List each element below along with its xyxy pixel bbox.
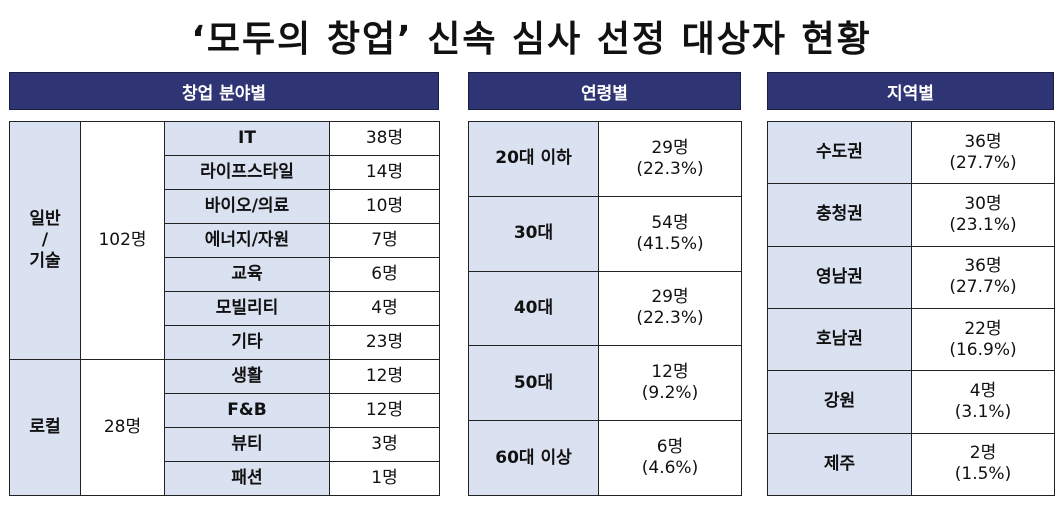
table-row: 영남권 36명 (27.7%): [767, 245, 1055, 309]
table-row: 라이프스타일 14명: [10, 155, 440, 190]
page-title: ‘모두의 창업’ 신속 심사 선정 대상자 현황: [191, 19, 872, 60]
age-value: 29명 (22.3%): [598, 121, 742, 197]
field-label: 뷰티: [164, 427, 330, 462]
field-value: 4명: [329, 291, 440, 326]
table-row: 충청권 30명 (23.1%): [767, 183, 1055, 247]
field-value: 3명: [329, 427, 440, 462]
age-value: 29명 (22.3%): [598, 270, 742, 347]
field-value: 14명: [329, 155, 440, 190]
field-table: 일반 / 기술 102명 IT 38명 라이프스타일 14명 바이오/의료 10…: [9, 121, 440, 496]
table-row: 기타 23명: [10, 325, 440, 360]
table-row: 50대 12명 (9.2%): [468, 345, 742, 422]
field-value: 7명: [329, 223, 440, 258]
age-label: 60대 이상: [468, 420, 599, 496]
region-value: 4명 (3.1%): [911, 370, 1055, 434]
field-label: IT: [164, 121, 330, 156]
table-row: 40대 29명 (22.3%): [468, 270, 742, 347]
table-row: 모빌리티 4명: [10, 291, 440, 326]
region-label: 영남권: [767, 245, 912, 309]
field-group-total: 102명: [80, 121, 165, 360]
region-table: 수도권 36명 (27.7%) 충청권 30명 (23.1%) 영남권 36명 (27…: [767, 120, 1055, 497]
field-value: 23명: [329, 325, 440, 360]
field-group-total: 28명: [80, 359, 165, 496]
age-value: 54명 (41.5%): [598, 195, 742, 272]
region-value: 36명 (27.7%): [911, 245, 1055, 309]
age-section-header: 연령별: [468, 72, 741, 110]
age-label: 40대: [468, 270, 599, 347]
table-row: 30대 54명 (41.5%): [468, 195, 742, 272]
field-label: 기타: [164, 325, 330, 360]
table-row: 제주 2명 (1.5%): [767, 432, 1055, 497]
field-label: 생활: [164, 359, 330, 394]
region-value: 36명 (27.7%): [911, 120, 1055, 185]
region-label: 충청권: [767, 183, 912, 247]
field-value: 12명: [329, 393, 440, 428]
region-value: 22명 (16.9%): [911, 307, 1055, 372]
table-row: 강원 4명 (3.1%): [767, 370, 1055, 434]
table-row: 에너지/자원 7명: [10, 223, 440, 258]
field-label: 바이오/의료: [164, 189, 330, 224]
field-label: 라이프스타일: [164, 155, 330, 190]
age-label: 30대: [468, 195, 599, 272]
field-value: 6명: [329, 257, 440, 292]
field-value: 12명: [329, 359, 440, 394]
table-row: 뷰티 3명: [10, 427, 440, 462]
table-row: 호남권 22명 (16.9%): [767, 307, 1055, 372]
region-value: 2명 (1.5%): [911, 432, 1055, 497]
field-label: 패션: [164, 461, 330, 496]
field-value: 38명: [329, 121, 440, 156]
field-label: 에너지/자원: [164, 223, 330, 258]
field-label: 교육: [164, 257, 330, 292]
table-row: 20대 이하 29명 (22.3%): [468, 121, 742, 197]
field-section-header: 창업 분야별: [9, 72, 439, 110]
age-label: 20대 이하: [468, 121, 599, 197]
field-value: 1명: [329, 461, 440, 496]
table-row: 패션 1명: [10, 461, 440, 496]
age-value: 12명 (9.2%): [598, 345, 742, 422]
table-row: 일반 / 기술 102명 IT 38명: [9, 121, 440, 360]
region-section-header: 지역별: [767, 72, 1054, 110]
table-row: 로컬 28명 생활 12명: [9, 359, 440, 496]
age-label: 50대: [468, 345, 599, 422]
table-row: F&B 12명: [10, 393, 440, 428]
table-row: 60대 이상 6명 (4.6%): [468, 420, 742, 496]
age-value: 6명 (4.6%): [598, 420, 742, 496]
field-label: F&B: [164, 393, 330, 428]
field-value: 10명: [329, 189, 440, 224]
table-row: 수도권 36명 (27.7%): [767, 120, 1055, 185]
field-label: 모빌리티: [164, 291, 330, 326]
age-table: 20대 이하 29명 (22.3%) 30대 54명 (41.5%) 40대 29명…: [468, 121, 742, 496]
region-label: 호남권: [767, 307, 912, 372]
region-label: 제주: [767, 432, 912, 497]
field-group-name: 일반 / 기술: [9, 121, 81, 360]
region-label: 강원: [767, 370, 912, 434]
region-label: 수도권: [767, 120, 912, 185]
table-row: 교육 6명: [10, 257, 440, 292]
field-group-name: 로컬: [9, 359, 81, 496]
region-value: 30명 (23.1%): [911, 183, 1055, 247]
